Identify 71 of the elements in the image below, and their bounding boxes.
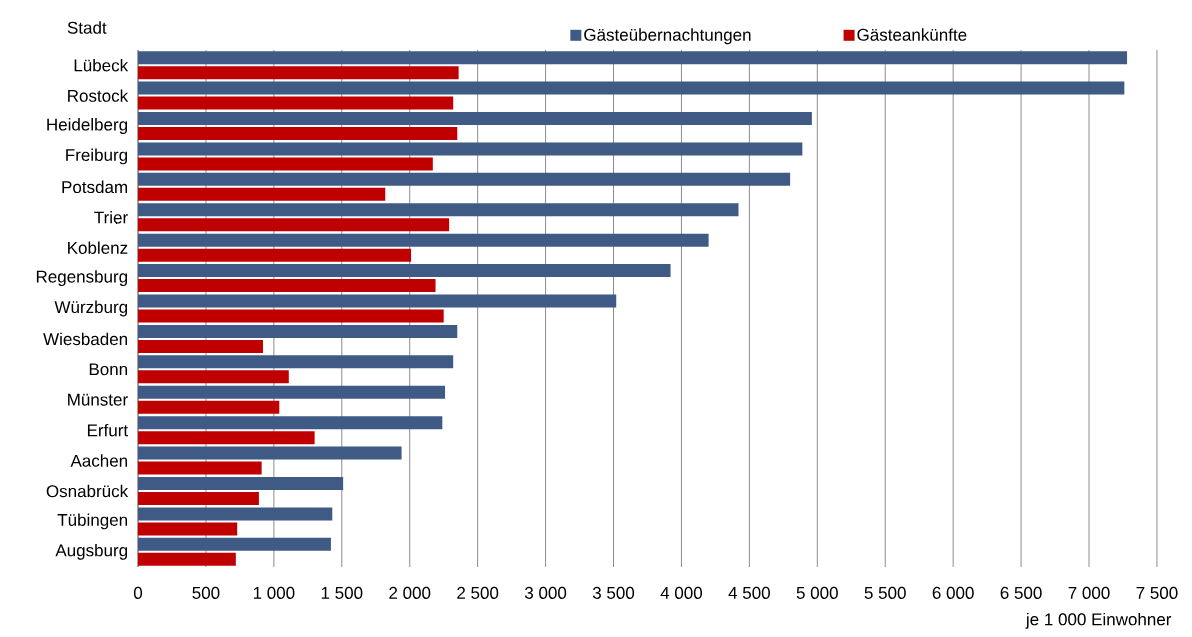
bar [138,355,454,369]
bar [138,112,812,126]
y-tick-label: Münster [68,393,128,406]
y-tick-label: Freiburg [66,148,128,165]
bar [138,51,1128,65]
bar [138,507,333,521]
y-axis-title: Stadt [67,21,107,34]
legend-label: Gästeübernachtungen [584,28,751,45]
y-tick-label: Augsburg [55,543,128,560]
x-tick-label: 1 500 [321,586,363,599]
bar [138,400,280,414]
x-tick-label: 7 000 [1068,586,1110,599]
x-tick-label: 3 500 [592,586,635,599]
bar [138,66,459,80]
bar [138,476,344,490]
y-tick-label: Lübeck [74,58,129,72]
bar [138,324,458,338]
y-tick-label: Heidelberg [47,118,128,134]
x-tick-label: 5 000 [796,586,838,599]
y-tick-label: Bonn [89,363,128,376]
x-tick-label: 5 500 [864,586,906,599]
bar [138,552,236,566]
x-tick-label: 500 [192,586,220,599]
x-tick-label: 4 500 [728,586,770,599]
y-tick-label: Würzburg [54,300,128,317]
bar [138,96,454,110]
x-tick-label: 7 500 [1136,586,1178,599]
legend-label: Gästeankünfte [857,28,967,41]
bar [138,522,238,536]
bar [138,233,709,247]
bar [138,279,436,293]
x-tick-label: 2 500 [457,586,499,599]
bar [138,81,1125,95]
y-tick-label: Osnabrück [46,484,129,498]
x-tick-label: 3 000 [524,586,567,599]
bar [138,203,739,217]
bar [138,142,803,156]
bar [138,461,262,475]
y-tick-label: Koblenz [68,241,128,254]
bar [138,431,315,445]
bar [138,339,263,353]
bar [138,370,289,384]
bar [138,187,386,201]
y-tick-label: Erfurt [87,423,128,437]
y-tick-label: Wiesbaden [43,332,128,346]
bar [138,491,259,505]
y-tick-label: Trier [94,211,128,224]
x-tick-label: 0 [133,586,143,599]
x-tick-label: 6 500 [1000,586,1042,599]
x-tick-label: 2 000 [389,586,431,599]
bar [138,446,402,460]
bar [138,264,671,278]
x-axis-title: je 1 000 Einwohner [1025,612,1172,629]
y-tick-label: Rostock [68,89,129,102]
bar [138,172,791,186]
y-tick-label: Regensburg [36,270,128,287]
y-tick-label: Aachen [70,454,128,467]
bar [138,294,617,308]
bar [138,385,446,399]
bar [138,309,444,323]
bar [138,127,458,141]
bar [138,537,331,551]
x-tick-label: 6 000 [932,586,974,599]
y-tick-label: Potsdam [62,180,128,194]
bar [138,248,412,262]
x-tick-label: 4 000 [660,586,703,599]
bar [138,416,443,430]
bar [138,157,433,171]
bar [138,218,450,232]
y-tick-label: Tübingen [57,513,128,530]
x-tick-label: 1 000 [253,586,295,599]
